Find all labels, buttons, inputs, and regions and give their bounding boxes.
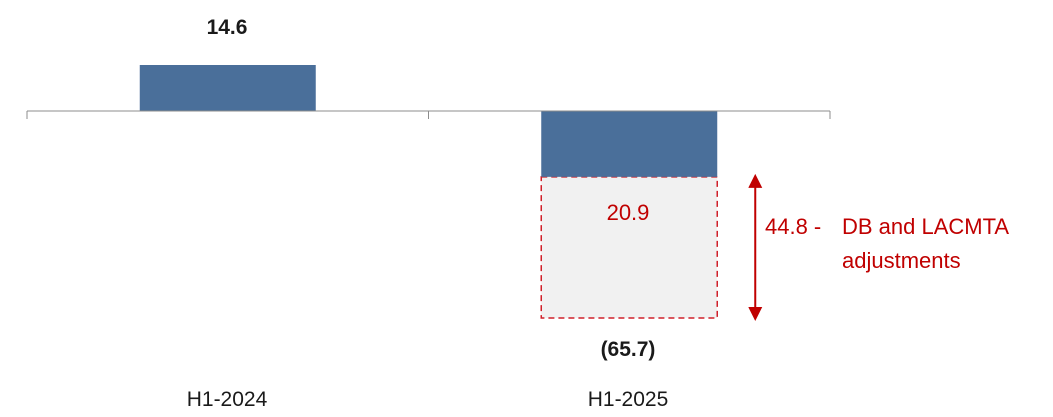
data-label: (65.7) (601, 338, 656, 361)
bar (541, 111, 718, 177)
adjustment-description-label: DB and LACMTA (842, 214, 1009, 239)
adjustment-amount-label: 44.8 - (765, 214, 821, 239)
data-label: 14.6 (207, 16, 248, 39)
adjustment-value-label: 20.9 (607, 200, 650, 225)
x-tick-label: H1-2024 (187, 388, 268, 411)
adjustment-box (540, 176, 718, 319)
adjustment-description-label: adjustments (842, 248, 961, 273)
x-tick-label: H1-2025 (588, 388, 669, 411)
bar (139, 65, 316, 111)
